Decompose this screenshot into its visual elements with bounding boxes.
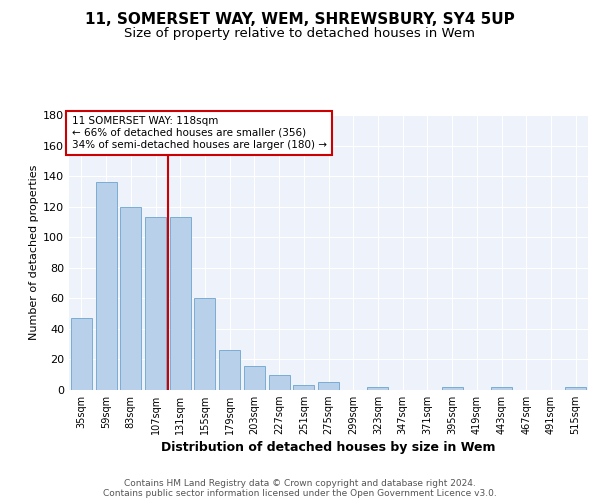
Bar — [269, 374, 290, 390]
Y-axis label: Number of detached properties: Number of detached properties — [29, 165, 39, 340]
Bar — [145, 218, 166, 390]
Bar — [367, 387, 388, 390]
Bar — [565, 387, 586, 390]
Bar — [95, 182, 116, 390]
Bar — [442, 387, 463, 390]
Bar — [120, 206, 141, 390]
Text: Contains HM Land Registry data © Crown copyright and database right 2024.: Contains HM Land Registry data © Crown c… — [124, 478, 476, 488]
Bar — [219, 350, 240, 390]
Bar — [194, 298, 215, 390]
Text: Size of property relative to detached houses in Wem: Size of property relative to detached ho… — [125, 28, 476, 40]
Text: 11 SOMERSET WAY: 118sqm
← 66% of detached houses are smaller (356)
34% of semi-d: 11 SOMERSET WAY: 118sqm ← 66% of detache… — [71, 116, 326, 150]
Bar — [318, 382, 339, 390]
Bar — [170, 218, 191, 390]
Bar — [244, 366, 265, 390]
Text: Contains public sector information licensed under the Open Government Licence v3: Contains public sector information licen… — [103, 488, 497, 498]
X-axis label: Distribution of detached houses by size in Wem: Distribution of detached houses by size … — [161, 442, 496, 454]
Text: 11, SOMERSET WAY, WEM, SHREWSBURY, SY4 5UP: 11, SOMERSET WAY, WEM, SHREWSBURY, SY4 5… — [85, 12, 515, 28]
Bar — [491, 387, 512, 390]
Bar — [293, 386, 314, 390]
Bar — [71, 318, 92, 390]
